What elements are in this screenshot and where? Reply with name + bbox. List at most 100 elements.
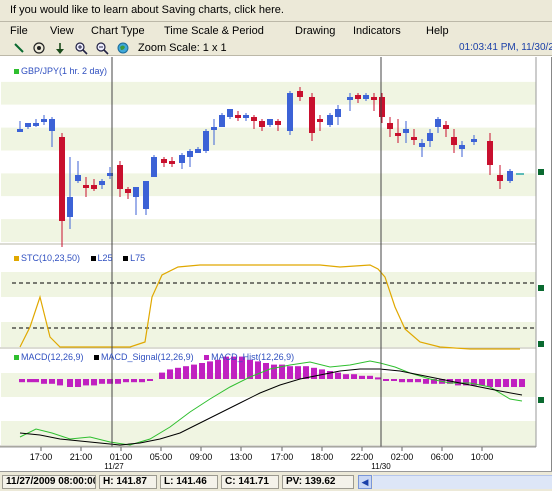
x-tick-label: 05:00	[150, 452, 173, 462]
menu-help[interactable]: Help	[426, 25, 449, 37]
zoom-out-icon[interactable]	[95, 41, 109, 55]
macd-hist-bar	[511, 379, 517, 387]
macd-hist-bar	[327, 371, 333, 379]
macd-hist-bar	[75, 379, 81, 387]
candle-body	[91, 185, 97, 189]
macd-hist-bar	[215, 359, 221, 379]
stc-level-l75: L75	[130, 253, 146, 263]
candle-body	[267, 119, 273, 125]
candle-body	[117, 165, 123, 189]
candle-body	[275, 121, 281, 125]
menu-time-scale-period[interactable]: Time Scale & Period	[164, 25, 264, 37]
menu-view[interactable]: View	[50, 25, 74, 37]
macd-hist-bar	[239, 356, 245, 379]
status-low: L: 141.46	[160, 475, 218, 489]
price-marker	[538, 285, 544, 291]
macd-hist-bar	[223, 356, 229, 379]
macd-hist-bar	[107, 379, 113, 384]
macd-hist-bar	[83, 379, 89, 386]
price-marker	[538, 341, 544, 347]
candle-body	[327, 115, 333, 125]
status-high: H: 141.87	[99, 475, 157, 489]
menu-file[interactable]: File	[10, 25, 28, 37]
candle-body	[387, 123, 393, 129]
macd-panel-label: MACD(12,26,9) MACD_Signal(12,26,9) MACD_…	[14, 352, 294, 362]
info-bar[interactable]: If you would like to learn about Saving …	[0, 0, 552, 22]
macd-hist-bar	[415, 379, 421, 383]
candle-body	[67, 197, 73, 217]
candle-body	[347, 97, 353, 100]
candle-body	[125, 189, 131, 193]
macd-hist-bar	[311, 367, 317, 379]
macd-hist-bar	[407, 379, 413, 383]
macd-hist-bar	[99, 379, 105, 384]
macd-hist-bar	[41, 379, 47, 384]
target-icon[interactable]	[32, 41, 46, 55]
candle-body	[435, 119, 441, 127]
macd-hist-bar	[27, 379, 33, 383]
x-tick-label: 18:00	[311, 452, 334, 462]
macd-hist-bar	[383, 379, 389, 381]
candle-body	[395, 133, 401, 136]
status-pv: PV: 139.62	[282, 475, 354, 489]
x-tick-label: 01:00	[110, 452, 133, 462]
menu-chart-type[interactable]: Chart Type	[91, 25, 145, 37]
macd-hist-bar	[57, 379, 63, 386]
candle-body	[203, 131, 209, 151]
macd-hist-bar	[19, 379, 25, 383]
x-tick-label: 17:00	[30, 452, 53, 462]
candle-body	[497, 175, 503, 181]
macd-hist-bar	[67, 379, 73, 387]
grid-band	[1, 421, 536, 445]
macd-hist-bar	[391, 379, 397, 381]
macd-hist-bar	[431, 379, 437, 384]
macd-hist-bar	[471, 379, 477, 386]
macd-hist-bar	[335, 372, 341, 379]
status-close: C: 141.71	[221, 475, 279, 489]
candle-body	[151, 157, 157, 177]
macd-hist-bar	[207, 361, 213, 379]
candle-body	[25, 123, 31, 127]
horizontal-scrollbar[interactable]	[373, 475, 552, 489]
macd-hist-bar	[487, 379, 493, 387]
candle-body	[371, 97, 377, 100]
x-date-label: 11/27	[104, 462, 124, 471]
candle-body	[107, 173, 113, 176]
macd-hist-label-text: MACD_Hist(12,26,9)	[211, 352, 295, 362]
candle-body	[227, 109, 233, 117]
chart-area[interactable]: 17:00 21:00 01:00 05:00 09:00 13:00 17:00 18:00…	[0, 57, 552, 471]
stc-label-text: STC(10,23,50)	[21, 253, 81, 263]
menu-indicators[interactable]: Indicators	[353, 25, 401, 37]
macd-hist-bar	[147, 379, 153, 381]
candle-body	[335, 109, 341, 117]
candle-body	[459, 145, 465, 149]
scroll-left-button[interactable]: ◀	[358, 475, 372, 489]
macd-hist-bar	[503, 379, 509, 387]
zoom-in-icon[interactable]	[74, 41, 88, 55]
info-message-link[interactable]: If you would like to learn about Saving …	[10, 4, 284, 16]
down-arrow-icon[interactable]	[53, 41, 67, 55]
candle-body	[59, 137, 65, 221]
stc-line	[19, 264, 520, 350]
macd-hist-bar	[423, 379, 429, 384]
grid-band	[1, 247, 536, 272]
macd-hist-bar	[131, 379, 137, 383]
price-marker	[538, 397, 544, 403]
macd-hist-bar	[115, 379, 121, 384]
candle-body	[211, 127, 217, 130]
candle-body	[287, 93, 293, 131]
menu-drawing[interactable]: Drawing	[295, 25, 336, 37]
macd-hist-bar	[367, 375, 373, 379]
candle-body	[317, 119, 323, 122]
globe-icon[interactable]	[116, 41, 130, 55]
candle-body	[427, 133, 433, 141]
macd-hist-bar	[175, 367, 181, 379]
candle-body	[83, 185, 89, 188]
macd-hist-bar	[495, 379, 501, 387]
line-draw-icon[interactable]	[12, 41, 26, 55]
candle-body	[49, 119, 55, 131]
candle-body	[235, 115, 241, 118]
candle-body	[487, 141, 493, 165]
macd-hist-bar	[183, 366, 189, 379]
chart-canvas[interactable]: 17:00 21:00 01:00 05:00 09:00 13:00 17:00 18:00…	[0, 57, 552, 471]
